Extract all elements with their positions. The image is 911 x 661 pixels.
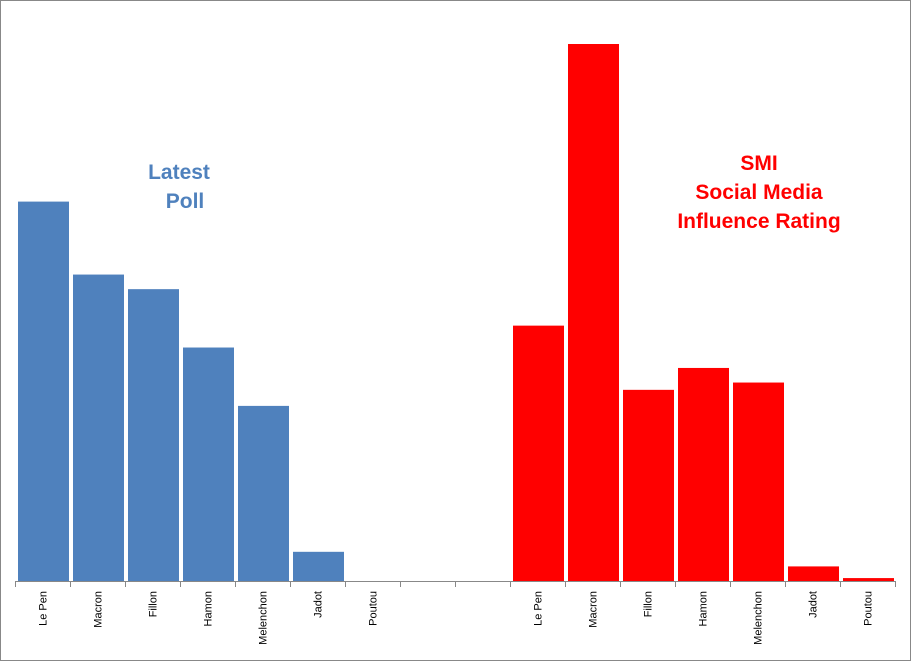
bar-le-pen — [18, 201, 69, 581]
x-tick-label: Jadot — [808, 591, 820, 618]
poll-annotation-line: Latest — [148, 161, 210, 184]
x-tick-label: Macron — [588, 591, 600, 628]
x-tick-label: Melenchon — [753, 591, 765, 645]
smi-annotation: SMI Social Media Influence Rating — [659, 149, 859, 236]
x-tick-label: Fillon — [643, 591, 655, 617]
bar-fillon — [623, 389, 674, 581]
smi-annotation-line: SMI — [740, 152, 778, 175]
smi-annotation-line: Social Media — [695, 181, 823, 204]
x-tick-label: Poutou — [863, 591, 875, 626]
bar-hamon — [678, 367, 729, 581]
x-tick-label: Macron — [93, 591, 105, 628]
x-tick-label: Le Pen — [533, 591, 545, 626]
poll-annotation: Latest Poll — [119, 158, 239, 216]
poll-annotation-line: Poll — [165, 190, 205, 213]
bar-jadot — [788, 566, 839, 581]
bar-hamon — [183, 347, 234, 581]
bar-macron — [73, 274, 124, 581]
bar-poutou — [843, 578, 894, 581]
bar-melenchon — [733, 382, 784, 581]
x-tick-label: Melenchon — [258, 591, 270, 645]
x-tick-label: Hamon — [698, 591, 710, 626]
smi-annotation-line: Influence Rating — [677, 210, 841, 233]
x-tick-label: Hamon — [203, 591, 215, 626]
bar-melenchon — [238, 405, 289, 581]
x-tick-label: Fillon — [148, 591, 160, 617]
bar-jadot — [293, 551, 344, 581]
x-tick-label: Le Pen — [38, 591, 50, 626]
bar-fillon — [128, 289, 179, 581]
bar-macron — [568, 44, 619, 581]
x-tick-label: Jadot — [313, 591, 325, 618]
bar-le-pen — [513, 325, 564, 581]
x-tick-label: Poutou — [368, 591, 380, 626]
